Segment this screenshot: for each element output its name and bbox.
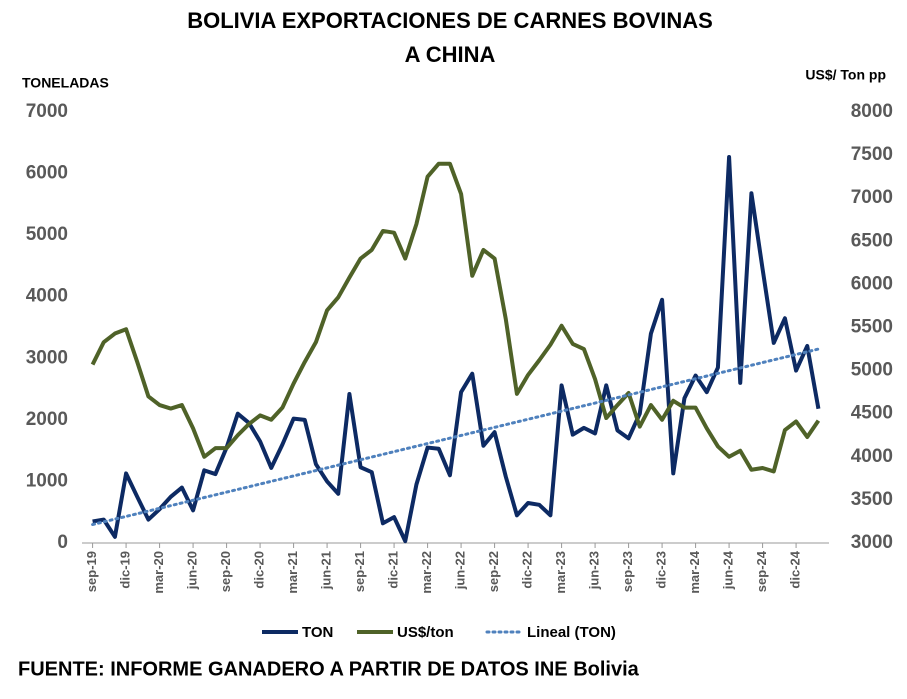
y2-axis-label: US$/ Ton pp <box>805 67 886 83</box>
chart-title: BOLIVIA EXPORTACIONES DE CARNES BOVINAS <box>187 8 713 33</box>
x-tick-label: sep-21 <box>352 551 367 592</box>
y-tick-label: 1000 <box>26 470 68 491</box>
y-tick-label: 2000 <box>26 409 68 430</box>
y-tick-label: 6000 <box>26 163 68 184</box>
x-tick-label: sep-23 <box>620 551 635 592</box>
x-tick-label: dic-22 <box>520 551 535 589</box>
x-tick-label: sep-24 <box>754 550 769 592</box>
y2-tick-label: 6000 <box>851 273 893 294</box>
x-tick-label: dic-19 <box>118 551 133 589</box>
source-note: FUENTE: INFORME GANADERO A PARTIR DE DAT… <box>18 658 640 680</box>
x-tick-label: dic-23 <box>654 551 669 589</box>
x-tick-label: mar-22 <box>419 551 434 594</box>
y-tick-label: 7000 <box>26 101 68 122</box>
x-tick-label: jun-20 <box>185 551 200 590</box>
x-tick-label: jun-22 <box>453 551 468 590</box>
x-tick-label: sep-22 <box>486 551 501 592</box>
y2-tick-label: 4000 <box>851 446 893 467</box>
y-tick-label: 5000 <box>26 224 68 245</box>
y-tick-label: 4000 <box>26 286 68 307</box>
x-tick-label: jun-23 <box>587 551 602 590</box>
x-tick-label: dic-20 <box>252 551 267 589</box>
legend-label: US$/ton <box>397 624 454 641</box>
x-tick-label: mar-20 <box>151 551 166 594</box>
y2-tick-label: 5500 <box>851 317 893 338</box>
y2-tick-label: 4500 <box>851 403 893 424</box>
y2-tick-label: 5000 <box>851 360 893 381</box>
x-tick-label: jun-21 <box>319 551 334 590</box>
series-line <box>92 154 821 544</box>
y2-tick-label: 6500 <box>851 230 893 251</box>
y-tick-label: 0 <box>57 532 68 553</box>
x-tick-label: mar-21 <box>285 551 300 594</box>
series-line <box>90 161 821 474</box>
x-tick-label: sep-20 <box>218 551 233 592</box>
chart-title: A CHINA <box>405 42 496 67</box>
trend-line <box>91 347 820 527</box>
y-axis-label: TONELADAS <box>22 75 109 91</box>
y-tick-label: 3000 <box>26 347 68 368</box>
y2-tick-label: 7000 <box>851 187 893 208</box>
legend-label: Lineal (TON) <box>527 624 616 641</box>
x-tick-label: mar-23 <box>553 551 568 594</box>
legend-label: TON <box>302 624 333 641</box>
y2-tick-label: 3000 <box>851 532 893 553</box>
y2-tick-label: 8000 <box>851 101 893 122</box>
y2-tick-label: 7500 <box>851 144 893 165</box>
x-tick-label: sep-19 <box>84 551 99 592</box>
x-tick-label: mar-24 <box>687 550 702 593</box>
x-tick-label: dic-21 <box>386 551 401 589</box>
x-tick-label: jun-24 <box>721 550 736 590</box>
x-tick-label: dic-24 <box>788 550 803 588</box>
y2-tick-label: 3500 <box>851 489 893 510</box>
